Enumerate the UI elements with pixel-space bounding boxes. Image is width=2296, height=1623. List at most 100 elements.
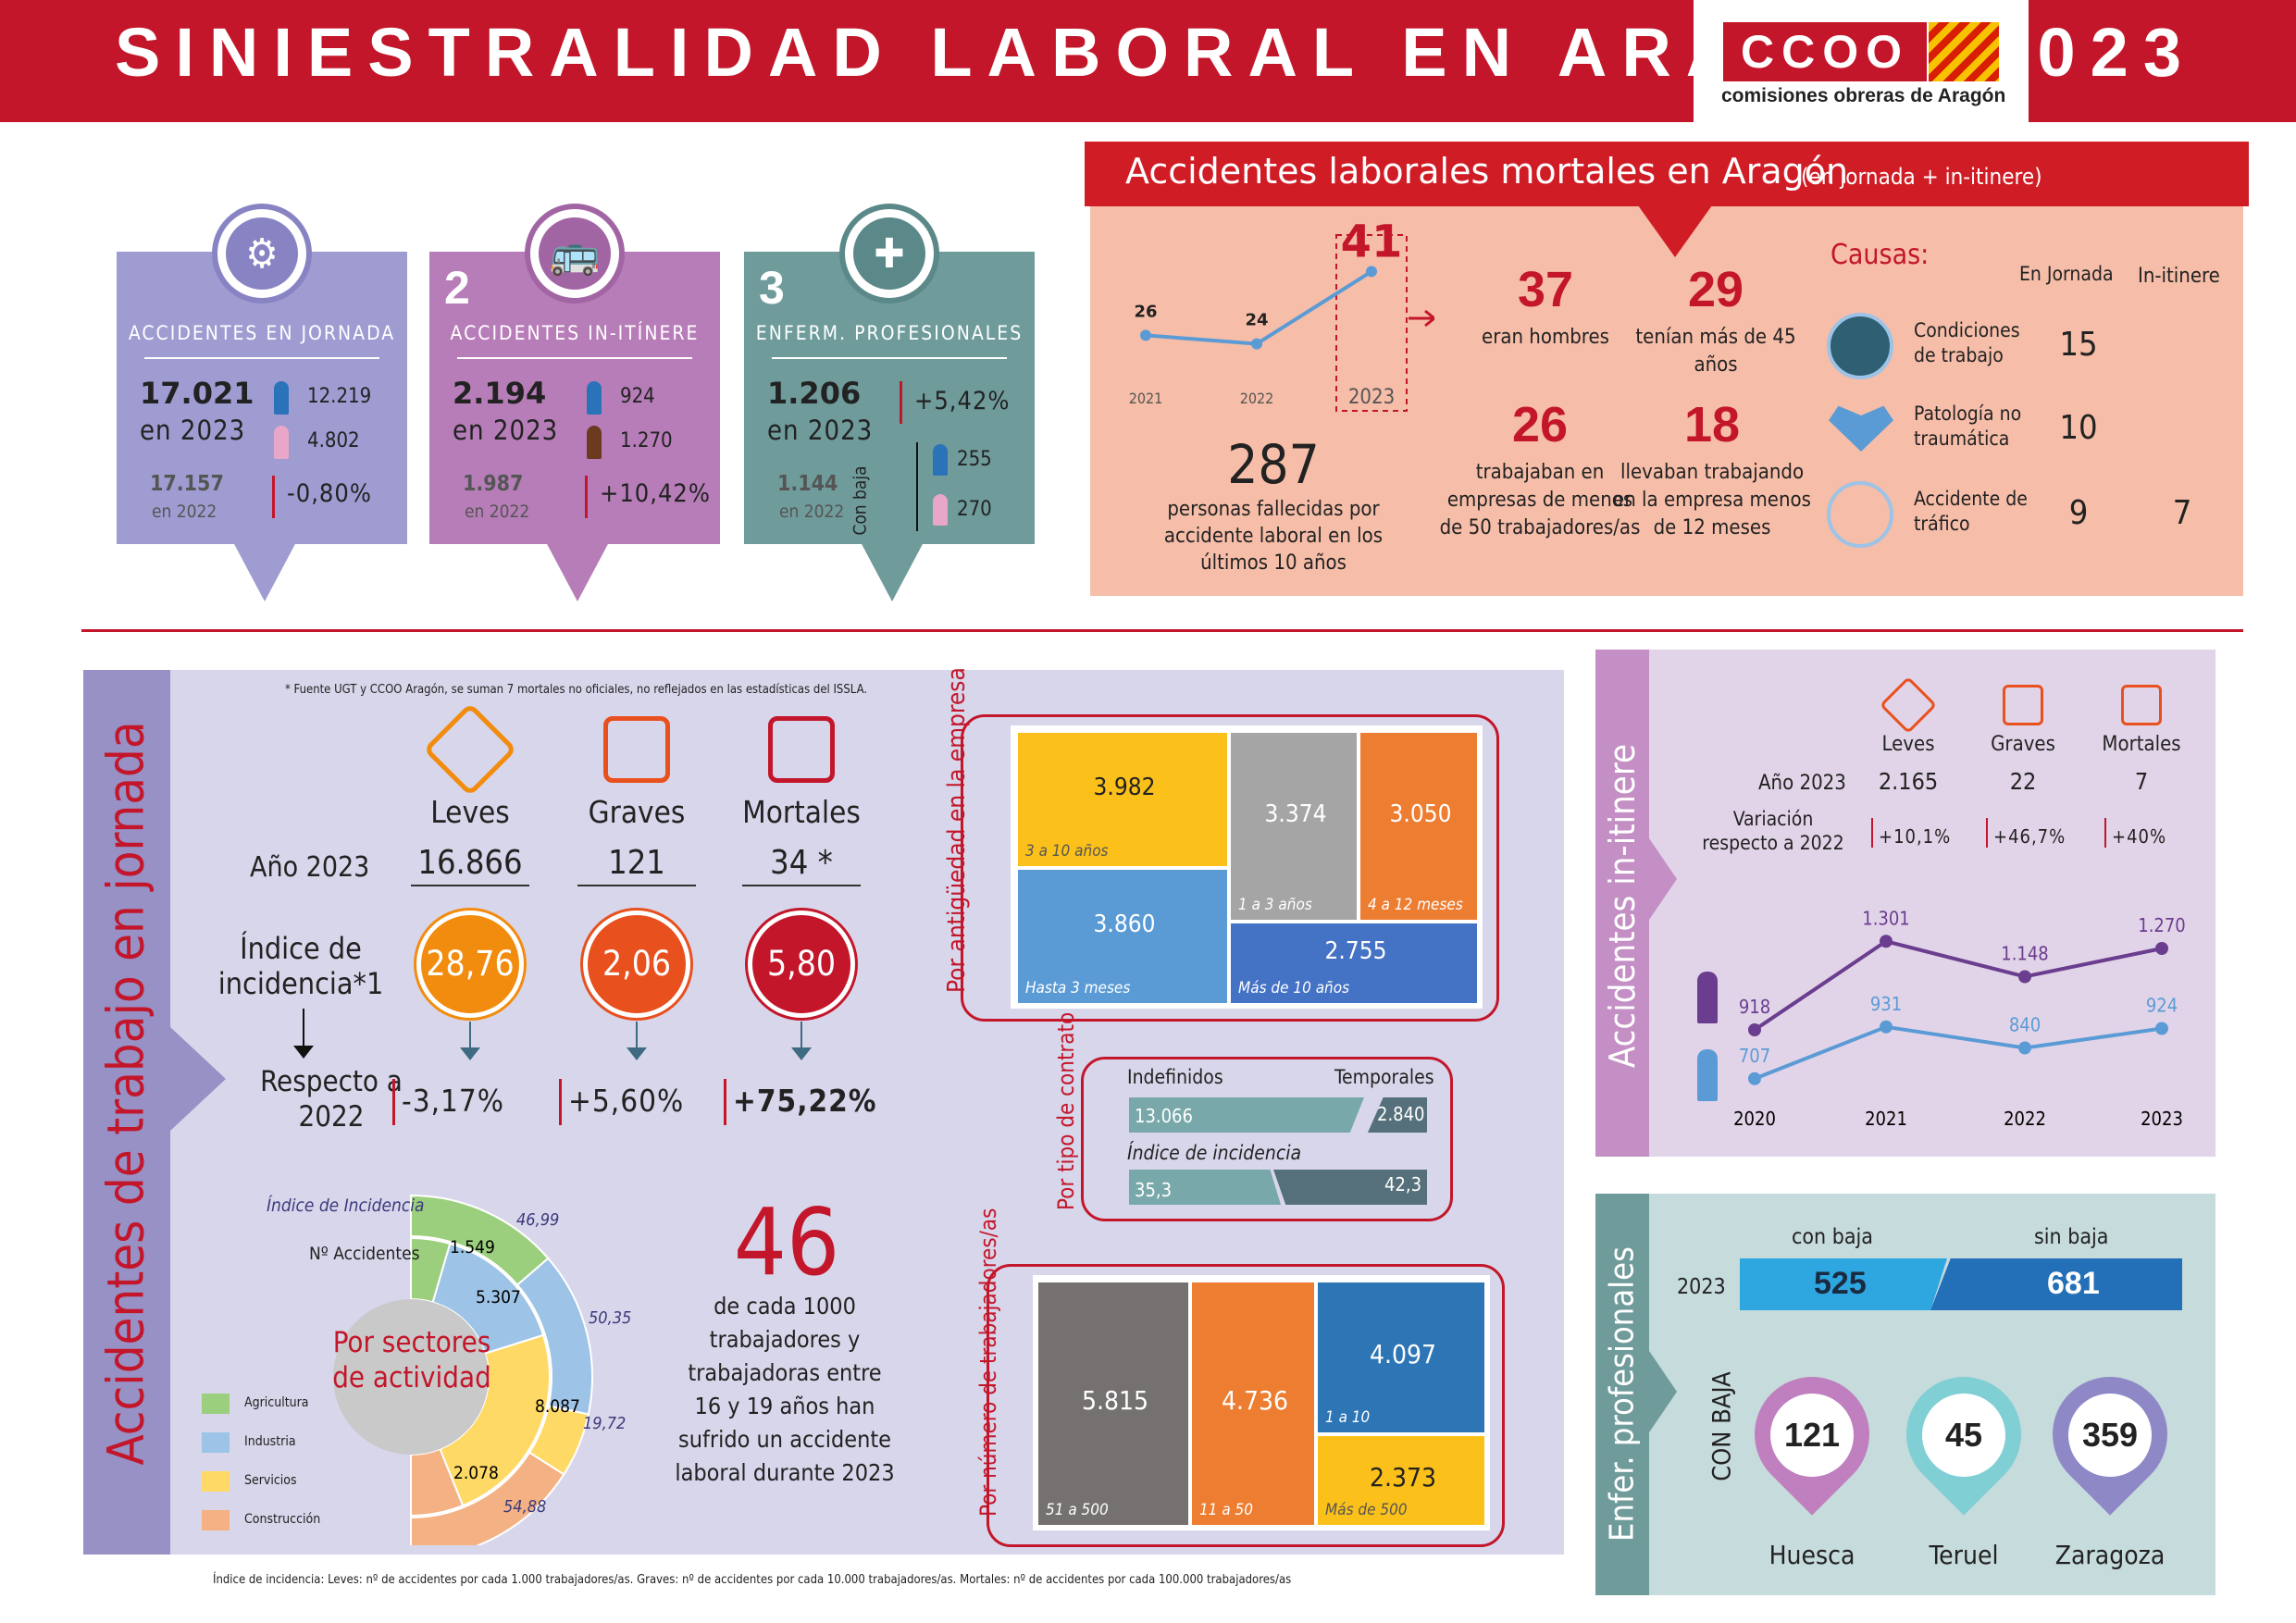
type-value: 16.866 [417,844,523,882]
data-point [1748,1023,1761,1036]
stat-text: trabajaban en empresas de menos de 50 tr… [1439,461,1641,539]
card-prev: 1.987 [463,472,524,496]
mortales-panel [1090,202,2243,596]
man-icon [274,381,289,415]
x-tick-label: 2022 [2004,1108,2046,1130]
bus-icon: 🚌 [525,204,625,304]
sectores-chart: 1.549 5.307 8.087 2.078 46,99 50,35 19,72 54,88 [333,1194,631,1545]
tamano-cell: 5.815 51 a 500 [1036,1281,1190,1527]
highlight-2023 [1335,234,1408,412]
woman-icon [274,426,289,459]
type-change: -3,17% [402,1083,505,1119]
type-value: 34 * [770,844,833,882]
trend-year: 2023 [1348,386,1395,409]
medkit-icon: ✚ [839,204,939,304]
trend-line [1145,269,1373,346]
arrow-up-icon [724,1079,726,1125]
pin-label: Huesca [1769,1540,1855,1570]
legend-label: Construcción [244,1512,321,1527]
arrow-down-icon [460,1047,480,1060]
ind-indef-bar: 35,3 [1129,1170,1281,1205]
indefinidos-bar: 13.066 [1129,1097,1364,1133]
arrow-down-icon [272,476,275,518]
card-title: ACCIDENTES IN-ITÍNERE [450,322,700,344]
mortales-total: 287 [1227,433,1320,496]
x-tick-label: 2021 [1865,1108,1907,1130]
stat-text: tenían más de 45 años [1635,326,1796,377]
legend-swatch [202,1510,230,1530]
card-change: +10,42% [600,479,711,508]
data-label: 840 [2009,1014,2041,1036]
card-num: 2 [444,262,470,314]
sector-count: 5.307 [476,1287,521,1307]
data-label: 918 [1739,996,1770,1018]
data-point [1880,935,1893,948]
card-title: ACCIDENTES EN JORNADA [128,322,396,344]
footnote: * Fuente UGT y CCOO Aragón, se suman 7 m… [285,683,868,697]
card-value: 2.194 [453,376,547,411]
tamano-box [987,1264,1505,1547]
trend-year: 2022 [1240,390,1274,407]
sin-baja-bar: 681 [1930,1258,2182,1310]
tamano-cell: 4.736 11 a 50 [1190,1281,1316,1527]
sector-outer-slice [410,1451,565,1545]
antiguedad-cell: 3.374 1 a 3 años [1229,731,1359,922]
arrow-down-icon [791,1047,812,1060]
arrow-up-icon [1871,818,1873,848]
legend-swatch [202,1432,230,1453]
pin-label: Zaragoza [2054,1540,2166,1570]
woman-icon [933,494,948,526]
stat-num: 29 [1687,262,1744,317]
arrow-up-icon [559,1079,562,1125]
itinere-side-title: Accidentes in-itinere [1602,743,1643,1069]
gear-icon: ⚙ [212,204,312,304]
stat-num: 18 [1683,397,1741,452]
x-tick-label: 2023 [2141,1108,2183,1130]
sector-count: 8.087 [535,1396,580,1417]
series-line [1754,1024,2163,1081]
trend-point [1140,329,1151,341]
card-title: ENFERM. PROFESIONALES [755,322,1024,344]
data-point [2018,970,2031,984]
antiguedad-cell: 3.982 3 a 10 años [1016,731,1229,868]
trend-point [1366,266,1377,278]
sector-indice: 54,88 [503,1497,546,1517]
pin-value: 45 [1922,1394,2005,1477]
ccoo-logo: CCOO comisiones obreras de Aragón [1694,0,2029,122]
mortales-title-bar: Accidentes laborales mortales en Aragón … [1085,142,2249,206]
contrato-box [1081,1057,1453,1221]
arrow-up-icon [2104,818,2106,848]
tamano-cell: 2.373 Más de 500 [1316,1434,1486,1527]
trend-label: 26 [1134,302,1157,321]
arrow-up-icon [585,476,588,518]
footer-note: Índice de incidencia: Leves: nº de accid… [213,1573,1292,1587]
woman-icon [1697,972,1718,1023]
sector-indice: 50,35 [589,1308,631,1328]
man-icon [1697,1049,1718,1101]
trend-year: 2021 [1129,390,1163,407]
cross-icon [2121,685,2162,725]
type-change: +5,60% [568,1083,685,1119]
type-name: Graves [588,794,686,830]
trend-label: 24 [1245,311,1268,330]
card-prev: 1.144 [777,472,838,496]
sector-indice: 19,72 [583,1414,626,1433]
donut-center [333,1299,489,1455]
legend-swatch [202,1394,230,1414]
indice-circle [748,911,855,1018]
ambulance-icon [2003,685,2043,725]
antiguedad-cell: 3.050 4 a 12 meses [1359,731,1479,922]
card-prev: 17.157 [150,472,224,496]
pin-value: 121 [1770,1394,1854,1477]
antiguedad-cell: 3.860 Hasta 3 meses [1016,868,1229,1005]
legend-label: Industria [244,1434,296,1449]
pin-label: Teruel [1929,1540,1999,1570]
card-value: 1.206 [767,376,862,411]
type-value: 121 [608,844,665,882]
stat-text: eran hombres [1482,326,1609,349]
card-num: 3 [759,262,785,314]
ambulance-icon [603,716,670,783]
data-label: 1.301 [1862,907,1910,929]
cross-icon [768,716,835,783]
data-label: 1.270 [2138,914,2186,936]
